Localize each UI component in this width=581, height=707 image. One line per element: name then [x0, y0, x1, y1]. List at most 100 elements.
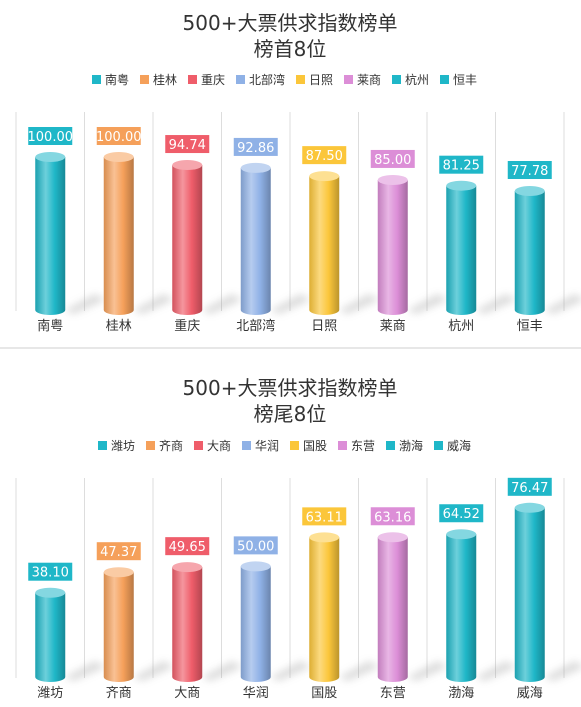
bottom-value-label: 50.00	[237, 539, 274, 554]
bottom-value-label-bg	[165, 537, 210, 556]
top-bar-cap	[35, 152, 66, 162]
top-category-label: 北部湾	[236, 318, 275, 334]
bottom-category-label: 国股	[311, 686, 337, 701]
top-bar-cap	[309, 171, 340, 182]
bottom-bar-大商	[172, 567, 203, 683]
bottom-chart-title: 500+大票供求指数榜单	[183, 376, 398, 400]
top-category-label: 恒丰	[517, 319, 543, 334]
top-chart-title: 500+大票供求指数榜单	[183, 11, 398, 35]
top-bar-cap	[172, 160, 203, 171]
top-value-label-bg	[439, 155, 484, 174]
top-value-label: 92.86	[237, 141, 274, 156]
top-bar-桂林	[103, 157, 134, 315]
bottom-value-label: 47.37	[100, 545, 137, 560]
bottom-bar-shadow	[202, 661, 243, 681]
bottom-bar-cap	[309, 532, 340, 543]
bottom-value-label: 76.47	[511, 481, 548, 496]
bottom-bar-shadow	[133, 661, 174, 681]
top-bar-shadow	[476, 294, 517, 314]
bottom-chart-subtitle: 榜尾8位	[254, 402, 327, 426]
bottom-legend-label: 潍坊	[111, 438, 135, 453]
bottom-bar-齐商	[103, 572, 134, 683]
bottom-category-label: 齐商	[106, 685, 132, 701]
bottom-category-label: 威海	[517, 686, 543, 701]
top-bar-shadow	[65, 294, 106, 314]
top-legend-swatch	[236, 75, 245, 84]
top-legend-label: 南粤	[105, 72, 129, 87]
bottom-value-label-bg	[507, 477, 552, 496]
bottom-bar-国股	[309, 537, 340, 683]
top-value-label: 87.50	[306, 149, 343, 164]
bottom-legend-label: 齐商	[159, 438, 183, 453]
top-bar-日照	[309, 176, 340, 315]
top-bar-cap	[103, 152, 134, 162]
top-category-label: 杭州	[448, 319, 474, 334]
top-bar-shadow	[270, 294, 311, 314]
bottom-bar-shadow	[476, 661, 517, 681]
bottom-legend-swatch	[194, 441, 203, 450]
top-legend-swatch	[92, 75, 101, 84]
top-bar-shadow	[544, 294, 581, 314]
top-bar-cap	[446, 180, 477, 191]
top-value-label: 100.00	[28, 130, 74, 145]
bottom-legend-swatch	[338, 441, 347, 450]
bottom-chart: 500+大票供求指数榜单 榜尾8位 潍坊 齐商 大商 华润 国股 东营 渤海 威海 38.10…	[15, 376, 581, 701]
bottom-bar-潍坊	[35, 592, 66, 683]
top-category-label: 桂林	[106, 319, 132, 334]
bottom-legend-swatch	[386, 441, 395, 450]
bottom-bar-cap	[103, 567, 134, 578]
top-value-label-bg	[28, 127, 73, 145]
top-bar-shadow	[339, 294, 380, 314]
bottom-chart-plot: 38.10 潍坊 47.37 齐商 49.65 大商 50.00 华润 63.11 国股 63.16…	[15, 477, 581, 701]
top-category-label: 日照	[311, 319, 337, 334]
top-bar-cap	[514, 185, 545, 196]
top-value-label-bg	[165, 135, 210, 154]
bottom-value-label: 49.65	[169, 540, 206, 555]
bottom-value-label: 63.16	[374, 510, 411, 525]
top-bar-shadow	[407, 294, 448, 314]
bottom-bar-华润	[240, 566, 271, 683]
bottom-value-label-bg	[370, 507, 415, 526]
top-legend-label: 杭州	[405, 72, 429, 87]
bottom-legend-label: 华润	[255, 439, 279, 453]
top-legend-label: 北部湾	[249, 72, 285, 87]
top-value-label-bg	[233, 137, 278, 156]
bottom-bar-shadow	[270, 661, 311, 681]
bottom-value-label-bg	[233, 536, 278, 555]
top-legend-swatch	[440, 75, 449, 84]
top-value-label: 100.00	[96, 130, 142, 145]
top-value-label-bg	[370, 149, 415, 168]
top-category-label: 重庆	[174, 318, 200, 334]
top-bar-重庆	[172, 165, 203, 315]
top-value-label-bg	[302, 146, 347, 165]
bottom-bar-威海	[514, 507, 545, 683]
bottom-bar-shadow	[339, 661, 380, 681]
bottom-value-label: 38.10	[32, 566, 69, 581]
bottom-legend-swatch	[146, 441, 155, 450]
top-bar-杭州	[446, 185, 477, 315]
bottom-legend-label: 东营	[351, 439, 375, 453]
bottom-value-label-bg	[96, 542, 141, 561]
bottom-legend-label: 渤海	[399, 438, 423, 453]
top-bar-cap	[377, 174, 408, 185]
top-legend-swatch	[296, 75, 305, 84]
top-value-label: 81.25	[443, 159, 480, 174]
top-chart-plot: 100.00 南粤 100.00 桂林 94.74 重庆 92.86 北部湾 87.50 日照 85…	[15, 112, 581, 334]
top-value-label: 77.78	[511, 164, 548, 179]
bottom-bar-shadow	[544, 661, 581, 681]
bottom-legend-label: 大商	[207, 438, 231, 453]
top-value-label: 85.00	[374, 153, 411, 168]
top-bar-南粤	[35, 157, 66, 315]
bottom-bar-渤海	[446, 534, 477, 683]
top-legend-swatch	[344, 75, 353, 84]
top-legend-label: 恒丰	[453, 73, 477, 87]
bottom-bar-cap	[514, 502, 545, 513]
bottom-bar-shadow	[65, 661, 106, 681]
top-chart-legend: 南粤 桂林 重庆 北部湾 日照 莱商 杭州 恒丰	[92, 72, 477, 87]
top-value-label-bg	[96, 127, 141, 145]
top-category-label: 莱商	[380, 319, 406, 334]
bottom-value-label: 63.11	[306, 510, 343, 525]
top-legend-label: 桂林	[153, 72, 177, 87]
top-value-label: 94.74	[169, 138, 206, 153]
